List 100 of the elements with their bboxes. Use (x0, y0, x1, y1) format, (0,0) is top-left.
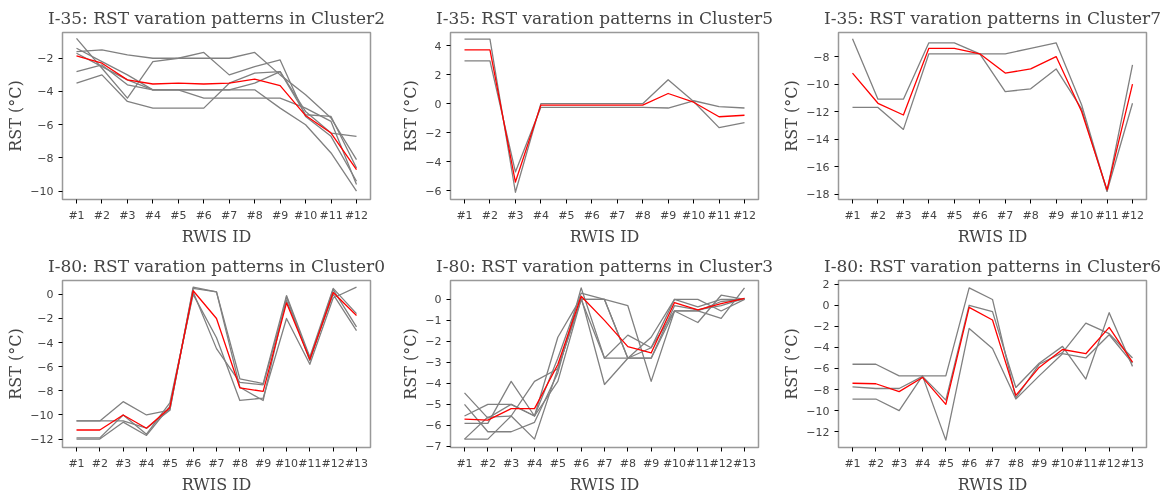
x-tick-label: #10 (681, 208, 706, 222)
chart-title: I-80: RST varation patterns in Cluster0 (48, 255, 385, 276)
x-tick-label: #10 (1050, 456, 1075, 470)
x-tick-label: #4 (920, 208, 937, 222)
x-tick-label: #4 (532, 208, 549, 222)
x-tick-label: #9 (255, 456, 272, 470)
x-tick-label: #2 (867, 456, 884, 470)
x-tick-label: #6 (583, 208, 600, 222)
chart-title: I-80: RST varation patterns in Cluster3 (436, 255, 773, 276)
x-tick-label: #12 (1097, 456, 1121, 470)
x-tick-label: #11 (319, 208, 343, 222)
y-tick-label: −4 (813, 341, 830, 355)
x-tick-label: #6 (961, 456, 978, 470)
y-tick-label: −2 (425, 335, 442, 349)
y-tick-label: −2 (37, 312, 54, 326)
x-tick-label: #10 (662, 456, 687, 470)
y-tick-label: 0 (434, 293, 442, 307)
x-tick-label: #10 (1069, 208, 1094, 222)
y-tick-label: 4 (434, 39, 442, 53)
x-tick-label: #3 (115, 456, 132, 470)
y-tick-label: −4 (425, 377, 442, 391)
y-tick-label: −4 (37, 336, 54, 350)
x-tick-label: #2 (91, 456, 108, 470)
y-axis-title: RST (°C) (782, 328, 802, 400)
y-tick-label: −5 (425, 398, 442, 412)
y-tick-label: −6 (425, 419, 442, 433)
x-tick-label: #9 (1031, 456, 1048, 470)
x-tick-label: #7 (984, 456, 1001, 470)
x-tick-label: #11 (1074, 456, 1098, 470)
y-tick-label: −4 (425, 155, 442, 169)
x-tick-label: #5 (946, 208, 963, 222)
y-tick-label: 0 (822, 299, 830, 313)
x-tick-label: #4 (144, 208, 161, 222)
x-axis-title: RWIS ID (957, 226, 1028, 246)
x-tick-label: #6 (573, 456, 590, 470)
x-tick-label: #3 (895, 208, 912, 222)
x-tick-label: #9 (1048, 208, 1065, 222)
x-tick-label: #9 (272, 208, 289, 222)
x-tick-label: #6 (971, 208, 988, 222)
x-axis-title: RWIS ID (181, 226, 252, 246)
chart-title: I-80: RST varation patterns in Cluster6 (824, 255, 1161, 276)
x-tick-label: #8 (634, 208, 651, 222)
x-tick-label: #9 (643, 456, 660, 470)
x-tick-label: #12 (709, 456, 733, 470)
y-tick-label: −10 (806, 404, 830, 418)
y-tick-label: −12 (30, 433, 54, 447)
x-tick-label: #7 (596, 456, 613, 470)
y-axis-title: RST (°C) (401, 80, 421, 152)
y-tick-label: −14 (806, 133, 830, 147)
x-tick-label: #3 (119, 208, 136, 222)
y-tick-label: −12 (806, 105, 830, 119)
y-tick-label: −4 (37, 85, 54, 99)
x-tick-label: #4 (138, 456, 155, 470)
x-tick-label: #13 (344, 456, 369, 470)
x-tick-label: #1 (844, 456, 861, 470)
y-axis-title: RST (°C) (782, 80, 802, 152)
x-axis-title: RWIS ID (181, 474, 252, 494)
y-tick-label: −10 (30, 408, 54, 422)
x-axis-title: RWIS ID (957, 474, 1028, 494)
x-tick-label: #13 (1120, 456, 1145, 470)
y-tick-label: −18 (806, 188, 830, 201)
y-tick-label: −2 (425, 126, 442, 140)
x-tick-label: #3 (503, 456, 520, 470)
y-tick-label: −8 (37, 151, 54, 165)
y-tick-label: −3 (425, 356, 442, 370)
y-tick-label: −10 (806, 78, 830, 92)
x-tick-label: #5 (937, 456, 954, 470)
x-tick-label: #5 (558, 208, 575, 222)
x-tick-label: #3 (891, 456, 908, 470)
y-tick-label: 2 (822, 278, 830, 292)
y-tick-label: −8 (813, 383, 830, 397)
x-tick-label: #2 (481, 208, 499, 222)
x-tick-label: #5 (161, 456, 178, 470)
x-tick-label: #7 (221, 208, 238, 222)
y-tick-label: −6 (37, 360, 54, 374)
x-tick-label: #10 (293, 208, 318, 222)
y-tick-label: 0 (46, 288, 54, 302)
x-tick-label: #8 (231, 456, 248, 470)
y-tick-label: −8 (813, 50, 830, 64)
y-tick-label: −12 (806, 425, 830, 439)
chart-title: I-35: RST varation patterns in Cluster5 (436, 7, 773, 28)
y-axis-title: RST (°C) (6, 80, 26, 152)
x-tick-label: #2 (93, 208, 111, 222)
y-tick-label: 2 (434, 68, 442, 82)
y-tick-label: −6 (37, 118, 54, 132)
y-tick-label: 0 (434, 97, 442, 111)
x-tick-label: #10 (274, 456, 299, 470)
x-tick-label: #12 (1120, 208, 1145, 222)
y-tick-label: −2 (813, 320, 830, 334)
x-tick-label: #7 (609, 208, 626, 222)
x-tick-label: #1 (68, 456, 85, 470)
y-tick-label: −10 (30, 185, 54, 199)
y-axis-title: RST (°C) (401, 328, 421, 400)
x-tick-label: #8 (246, 208, 263, 222)
x-tick-label: #12 (344, 208, 369, 222)
x-tick-label: #9 (660, 208, 677, 222)
x-tick-label: #13 (732, 456, 757, 470)
x-tick-label: #3 (507, 208, 524, 222)
x-axis-title: RWIS ID (569, 226, 640, 246)
y-tick-label: −6 (425, 184, 442, 198)
